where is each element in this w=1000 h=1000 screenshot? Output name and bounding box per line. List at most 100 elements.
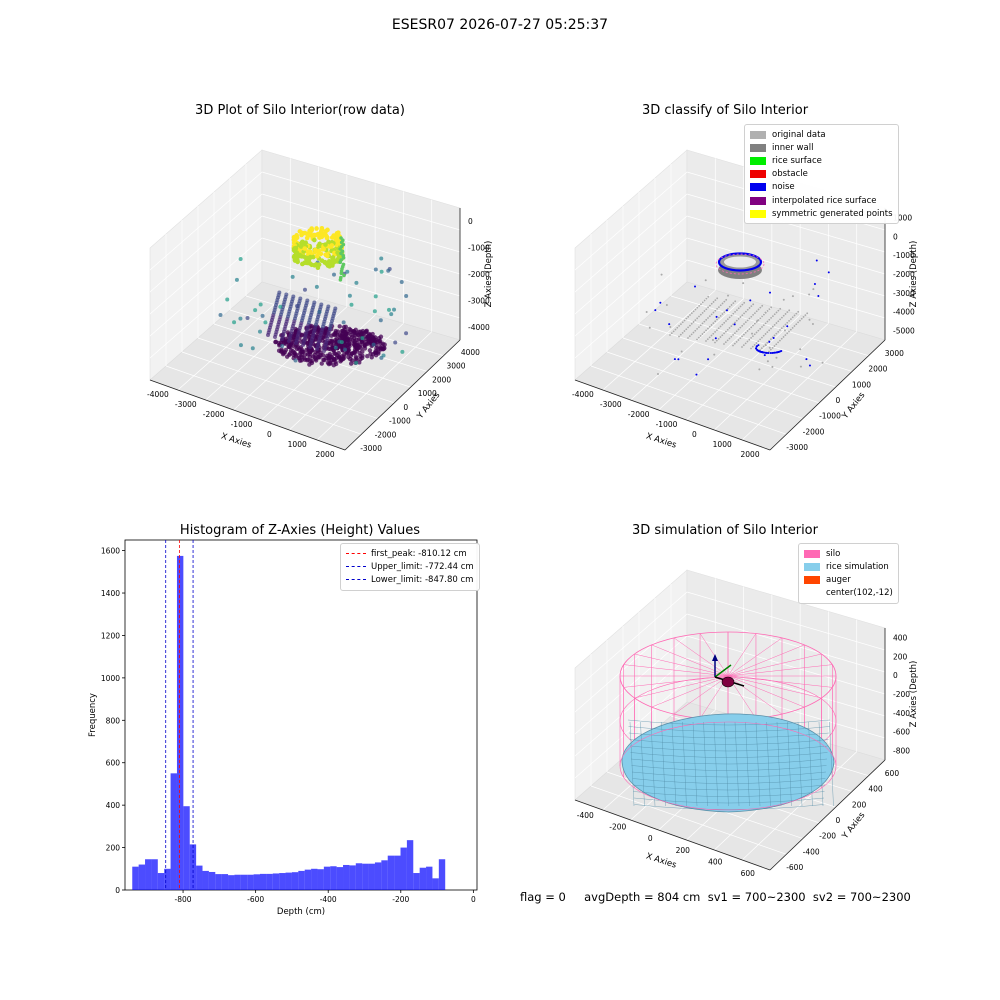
x-axis-label: Depth (cm)	[277, 907, 325, 917]
floor-grid	[316, 331, 432, 441]
data-point	[756, 348, 759, 351]
silo-wire	[727, 675, 783, 715]
legend-item-interpolated: interpolated rice surface	[750, 194, 893, 207]
rice-mesh	[629, 739, 829, 745]
rice-mesh	[692, 721, 698, 807]
data-point	[732, 323, 735, 326]
histogram-bar	[406, 840, 414, 890]
data-point	[721, 323, 724, 326]
data-point	[645, 311, 648, 314]
legend-label: auger	[826, 574, 851, 585]
x-tick-label: 1000	[713, 440, 732, 449]
data-point	[656, 373, 659, 376]
data-point	[766, 310, 769, 312]
data-point	[771, 346, 774, 349]
wall-grid	[574, 237, 688, 337]
legend-item-auger: auger	[804, 573, 893, 586]
legend-item-first-peak: first_peak: -810.12 cm	[346, 547, 474, 560]
z-tick-label: -1000	[893, 251, 915, 260]
y-tick-label: -600	[786, 863, 803, 872]
data-point	[687, 326, 689, 329]
data-point	[779, 318, 781, 321]
data-point	[698, 326, 700, 328]
data-point	[777, 320, 780, 323]
data-point	[701, 322, 704, 325]
data-point	[799, 319, 801, 322]
data-point	[808, 293, 811, 296]
data-point	[273, 339, 278, 345]
legend-swatch	[750, 183, 766, 192]
data-point	[772, 336, 775, 339]
histogram-bar	[138, 864, 146, 890]
data-point	[784, 334, 787, 337]
legend-swatch	[804, 589, 820, 597]
data-point	[748, 338, 751, 341]
data-point	[698, 305, 700, 307]
data-point	[717, 316, 720, 319]
data-point	[717, 327, 720, 330]
data-point	[786, 321, 789, 324]
data-point	[730, 314, 733, 317]
data-point	[757, 308, 760, 311]
data-point	[780, 337, 783, 340]
data-point	[719, 336, 722, 338]
data-point	[349, 302, 354, 307]
histogram-bar	[228, 875, 235, 890]
data-point	[711, 339, 714, 342]
histogram-bar	[279, 873, 286, 890]
data-point	[669, 334, 671, 336]
histogram-bar	[374, 862, 382, 890]
histogram-bar	[240, 874, 248, 890]
data-point	[339, 340, 344, 345]
data-point	[343, 347, 348, 352]
x-axis-label: X Axies	[645, 851, 678, 870]
data-point	[329, 243, 335, 248]
z-tick-label: 0	[893, 232, 898, 241]
legend-item-original-data: original data	[750, 128, 893, 141]
x-axis-label: X Axies	[220, 431, 253, 450]
legend-line	[346, 553, 366, 555]
data-point	[748, 307, 751, 309]
x-tick-label: 600	[741, 869, 756, 878]
data-point	[654, 309, 657, 312]
data-point	[323, 252, 328, 258]
data-point	[759, 350, 762, 353]
data-point	[694, 308, 697, 311]
data-point	[770, 327, 772, 330]
y-tick-label: -2000	[803, 427, 825, 436]
legend-item-lower-limit: Lower_limit: -847.80 cm	[346, 573, 474, 586]
histogram-bar	[176, 555, 184, 890]
y-tick-label: 0	[115, 886, 120, 895]
data-point	[739, 337, 742, 340]
histogram-bar	[317, 869, 324, 890]
data-point	[771, 365, 774, 368]
data-point	[791, 326, 794, 329]
z-tick-label: -2000	[893, 270, 915, 279]
histogram-bar	[157, 873, 165, 890]
data-point	[811, 323, 814, 326]
data-point	[367, 348, 373, 353]
histogram-bar	[266, 873, 273, 890]
y-axis-label: Frequency	[88, 693, 98, 737]
data-point	[300, 261, 305, 267]
histogram-bar	[215, 874, 222, 890]
data-point	[319, 228, 324, 233]
data-point	[332, 333, 338, 338]
y-tick-label: 200	[106, 844, 121, 853]
y-tick-label: 0	[836, 396, 841, 405]
data-point	[665, 303, 668, 306]
panel3-legend: first_peak: -810.12 cm Upper_limit: -772…	[340, 543, 480, 591]
z-tick-label: -5000	[893, 327, 915, 336]
data-point	[753, 333, 756, 336]
data-point	[728, 337, 731, 340]
data-point	[683, 319, 686, 322]
data-point	[370, 331, 375, 337]
data-point	[218, 313, 223, 318]
data-point	[284, 292, 289, 297]
rice-mesh	[818, 721, 824, 807]
data-point	[714, 331, 716, 333]
data-point	[727, 307, 729, 310]
data-point	[769, 351, 772, 354]
data-point	[659, 301, 662, 304]
x-tick-label: 2000	[741, 450, 760, 459]
